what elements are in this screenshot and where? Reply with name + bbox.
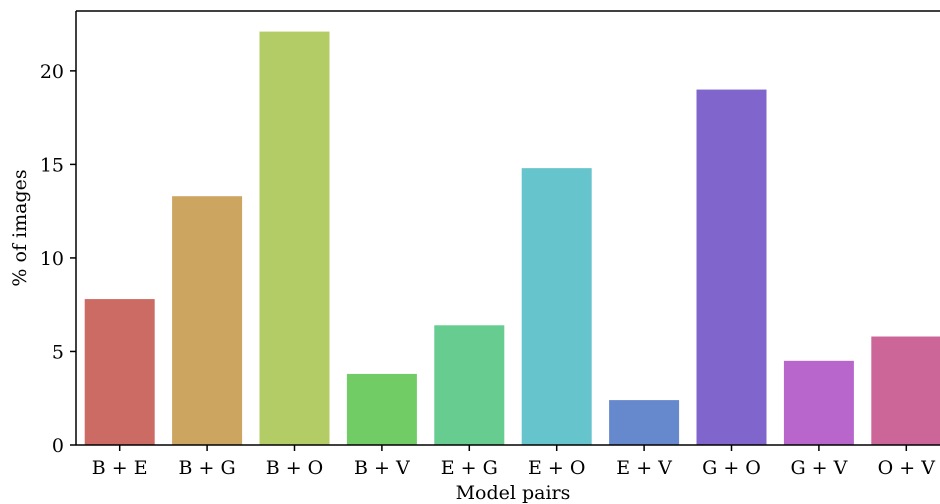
- bar-e-v: [609, 400, 680, 445]
- x-tick-label: O + V: [878, 457, 936, 479]
- bar-e-g: [434, 325, 505, 445]
- bar-b-e: [84, 299, 155, 445]
- y-tick-label: 5: [52, 341, 64, 363]
- bar-b-g: [172, 196, 243, 445]
- bar-b-o: [259, 31, 330, 446]
- x-tick-label: E + V: [616, 457, 672, 479]
- bars-group: [84, 31, 940, 446]
- x-tick-label: E + O: [528, 457, 585, 479]
- y-axis-label: % of images: [9, 169, 31, 286]
- x-axis-label: Model pairs: [456, 482, 571, 504]
- bar-o-v: [871, 336, 940, 445]
- bar-g-v: [783, 360, 854, 445]
- x-axis: B + E B + G B + O B + V E + G E + O E + V G + O…: [76, 444, 940, 479]
- bar-g-o: [696, 89, 767, 445]
- bar-e-o: [521, 168, 592, 445]
- x-tick-label: G + O: [702, 457, 761, 479]
- y-tick-label: 20: [40, 61, 64, 83]
- y-tick-label: 10: [40, 248, 64, 270]
- y-axis: 0 5 10 15 20: [40, 10, 940, 457]
- x-tick-label: G + V: [790, 457, 847, 479]
- x-tick-label: B + O: [266, 457, 324, 479]
- y-tick-label: 0: [52, 435, 64, 457]
- bar-b-v: [346, 373, 417, 445]
- x-tick-label: B + E: [92, 457, 148, 479]
- x-tick-label: B + V: [354, 457, 410, 479]
- y-tick-label: 15: [40, 154, 64, 176]
- x-tick-label: E + G: [441, 457, 498, 479]
- x-tick-label: B + G: [179, 457, 236, 479]
